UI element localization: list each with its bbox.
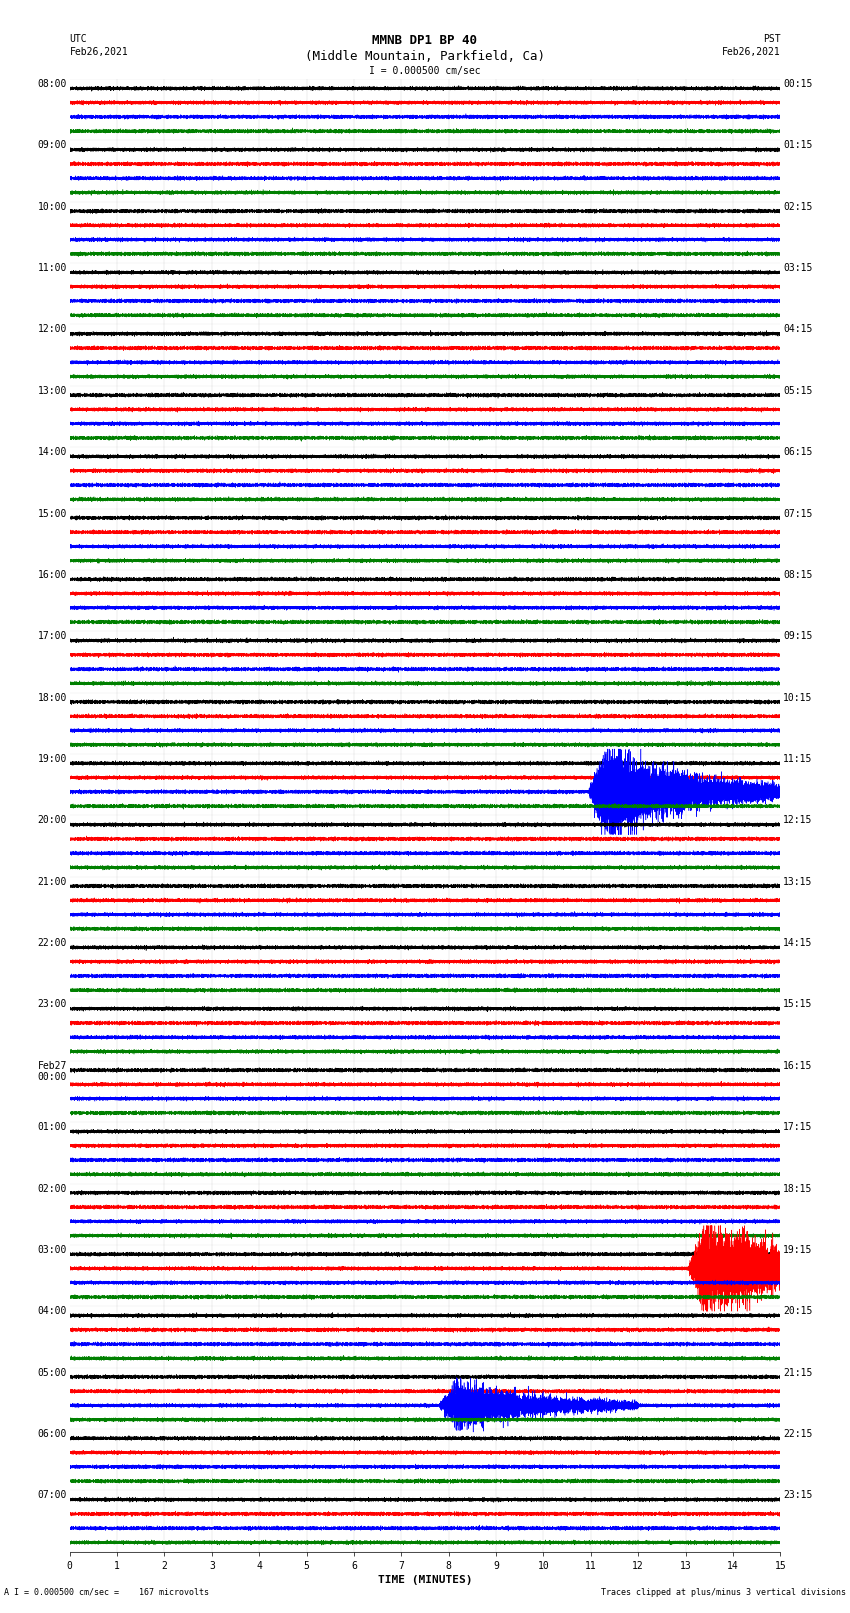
Text: 07:00: 07:00 — [37, 1490, 67, 1500]
Text: 04:00: 04:00 — [37, 1307, 67, 1316]
Text: 06:15: 06:15 — [783, 447, 813, 456]
Text: 21:00: 21:00 — [37, 877, 67, 887]
Text: 23:00: 23:00 — [37, 1000, 67, 1010]
Text: 15:15: 15:15 — [783, 1000, 813, 1010]
Text: 19:00: 19:00 — [37, 753, 67, 765]
Text: A I = 0.000500 cm/sec =    167 microvolts: A I = 0.000500 cm/sec = 167 microvolts — [4, 1587, 209, 1597]
Text: PST: PST — [762, 34, 780, 44]
Text: MMNB DP1 BP 40: MMNB DP1 BP 40 — [372, 34, 478, 47]
Text: 09:00: 09:00 — [37, 140, 67, 150]
Text: 04:15: 04:15 — [783, 324, 813, 334]
Text: 05:00: 05:00 — [37, 1368, 67, 1378]
Text: 03:00: 03:00 — [37, 1245, 67, 1255]
Text: Traces clipped at plus/minus 3 vertical divisions: Traces clipped at plus/minus 3 vertical … — [601, 1587, 846, 1597]
Text: 20:00: 20:00 — [37, 816, 67, 826]
Text: 02:00: 02:00 — [37, 1184, 67, 1194]
Text: 03:15: 03:15 — [783, 263, 813, 273]
Text: 16:00: 16:00 — [37, 569, 67, 581]
Text: Feb26,2021: Feb26,2021 — [722, 47, 780, 56]
Text: 21:15: 21:15 — [783, 1368, 813, 1378]
Text: 22:15: 22:15 — [783, 1429, 813, 1439]
Text: 14:15: 14:15 — [783, 939, 813, 948]
Text: 20:15: 20:15 — [783, 1307, 813, 1316]
Text: 02:15: 02:15 — [783, 202, 813, 211]
Text: 13:15: 13:15 — [783, 877, 813, 887]
Text: 09:15: 09:15 — [783, 631, 813, 642]
Text: 12:00: 12:00 — [37, 324, 67, 334]
Text: 08:00: 08:00 — [37, 79, 67, 89]
Text: 12:15: 12:15 — [783, 816, 813, 826]
Text: 22:00: 22:00 — [37, 939, 67, 948]
Text: UTC: UTC — [70, 34, 88, 44]
Text: I = 0.000500 cm/sec: I = 0.000500 cm/sec — [369, 66, 481, 76]
Text: 01:15: 01:15 — [783, 140, 813, 150]
Text: 14:00: 14:00 — [37, 447, 67, 456]
Text: 18:15: 18:15 — [783, 1184, 813, 1194]
Text: 07:15: 07:15 — [783, 508, 813, 518]
X-axis label: TIME (MINUTES): TIME (MINUTES) — [377, 1574, 473, 1586]
Text: 13:00: 13:00 — [37, 386, 67, 395]
Text: 17:15: 17:15 — [783, 1123, 813, 1132]
Text: 17:00: 17:00 — [37, 631, 67, 642]
Text: 01:00: 01:00 — [37, 1123, 67, 1132]
Text: 23:15: 23:15 — [783, 1490, 813, 1500]
Text: 18:00: 18:00 — [37, 692, 67, 703]
Text: 10:00: 10:00 — [37, 202, 67, 211]
Text: 19:15: 19:15 — [783, 1245, 813, 1255]
Text: Feb27
00:00: Feb27 00:00 — [37, 1061, 67, 1082]
Text: 11:00: 11:00 — [37, 263, 67, 273]
Text: 15:00: 15:00 — [37, 508, 67, 518]
Text: Feb26,2021: Feb26,2021 — [70, 47, 128, 56]
Text: 05:15: 05:15 — [783, 386, 813, 395]
Text: 06:00: 06:00 — [37, 1429, 67, 1439]
Text: 08:15: 08:15 — [783, 569, 813, 581]
Text: 16:15: 16:15 — [783, 1061, 813, 1071]
Text: 10:15: 10:15 — [783, 692, 813, 703]
Text: (Middle Mountain, Parkfield, Ca): (Middle Mountain, Parkfield, Ca) — [305, 50, 545, 63]
Text: 11:15: 11:15 — [783, 753, 813, 765]
Text: 00:15: 00:15 — [783, 79, 813, 89]
